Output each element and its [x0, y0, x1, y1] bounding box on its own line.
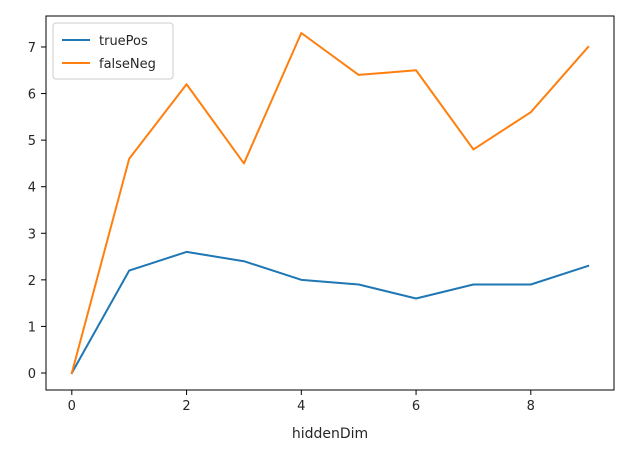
y-tick-label: 7: [28, 41, 36, 56]
x-tick-label: 8: [527, 399, 535, 414]
x-tick-label: 0: [68, 399, 76, 414]
legend-label-falseNeg: falseNeg: [99, 57, 156, 72]
x-tick-label: 2: [182, 399, 190, 414]
legend-label-truePos: truePos: [99, 34, 148, 49]
x-tick-label: 4: [297, 399, 305, 414]
legend-box: [52, 22, 174, 80]
series-line-falseNeg: [70, 32, 590, 375]
x-axis: 0 2 4 6 8: [68, 390, 535, 414]
y-tick-label: 2: [28, 274, 36, 289]
y-tick-label: 3: [28, 227, 36, 242]
y-axis: 0 1 2 3 4 5 6 7: [28, 41, 46, 382]
series-layer: [70, 32, 590, 375]
y-tick-label: 6: [28, 88, 36, 103]
y-tick-label: 4: [28, 181, 36, 196]
y-tick-label: 5: [28, 134, 36, 149]
series-line-truePos: [70, 250, 590, 375]
x-tick-label: 6: [412, 399, 420, 414]
y-tick-label: 0: [28, 367, 36, 382]
y-tick-label: 1: [28, 320, 36, 335]
x-axis-title: hiddenDim: [292, 426, 368, 442]
legend: truePos falseNeg: [52, 22, 174, 80]
